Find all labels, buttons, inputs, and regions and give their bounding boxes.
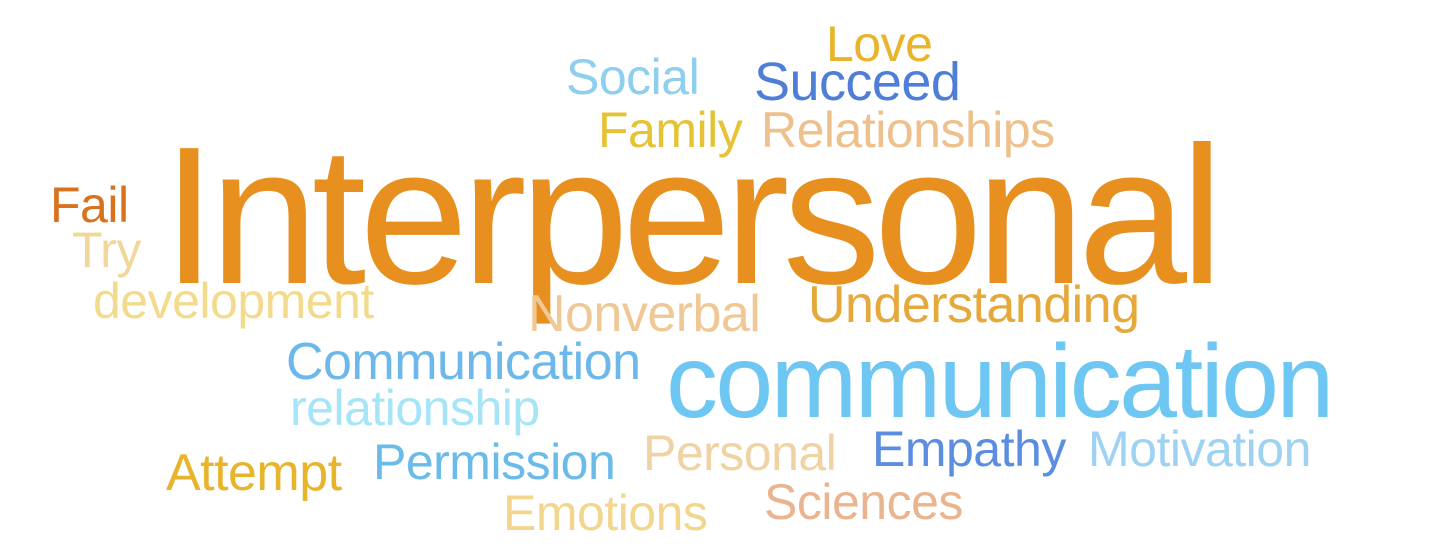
word-relationship: relationship [290, 380, 540, 436]
word-fail: Fail [50, 177, 129, 233]
word-social: Social [566, 49, 700, 105]
word-personal: Personal [643, 425, 837, 481]
word-permission: Permission [373, 434, 616, 490]
word-motivation: Motivation [1088, 421, 1311, 477]
word-emotions: Emotions [503, 485, 708, 541]
word-try: Try [72, 222, 141, 278]
word-family: Family [598, 102, 743, 158]
word-sciences: Sciences [764, 474, 963, 530]
word-empathy: Empathy [872, 421, 1066, 477]
word-development: development [93, 273, 374, 329]
word-nonverbal: Nonverbal [528, 285, 761, 343]
word-communication-large: communication [666, 324, 1334, 440]
word-understanding: Understanding [808, 276, 1140, 334]
word-succeed: Succeed [754, 52, 961, 112]
word-communication-small: Communication [286, 333, 641, 391]
word-attempt: Attempt [166, 444, 342, 502]
word-relationships: Relationships [761, 102, 1055, 158]
word-interpersonal: Interpersonal [162, 106, 1224, 325]
word-love: Love [826, 16, 933, 72]
